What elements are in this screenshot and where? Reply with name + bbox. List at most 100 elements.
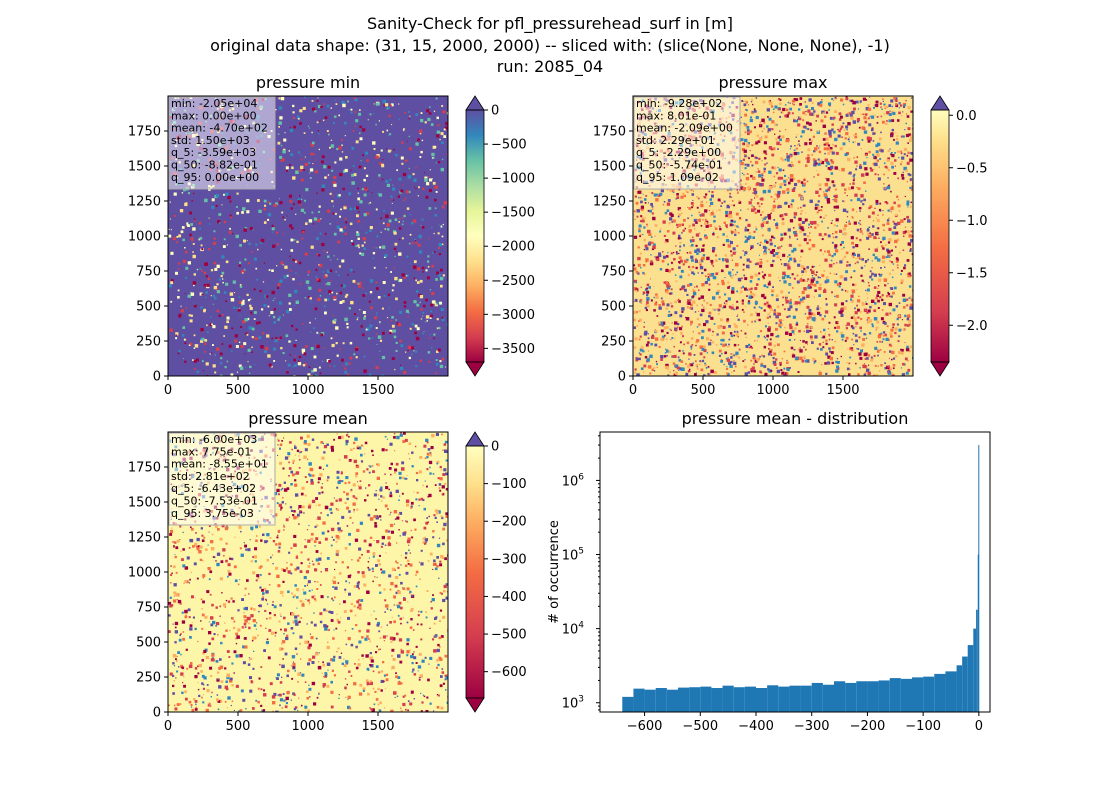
heatmap-cell <box>849 356 852 359</box>
heatmap-cell <box>680 332 683 335</box>
heatmap-cell <box>862 364 866 369</box>
heatmap-cell <box>731 290 735 294</box>
heatmap-cell <box>283 437 285 439</box>
heatmap-cell <box>640 207 644 211</box>
heatmap-cell <box>771 128 774 131</box>
heatmap-cell <box>304 297 307 299</box>
heatmap-cell <box>853 283 857 287</box>
heatmap-cell <box>906 202 910 206</box>
heatmap-cell <box>710 316 714 320</box>
heatmap-cell <box>634 195 637 198</box>
heatmap-cell <box>377 296 381 299</box>
heatmap-cell <box>431 178 433 180</box>
heatmap-cell <box>204 350 206 353</box>
heatmap-cell <box>399 339 402 343</box>
heatmap-cell <box>255 321 259 325</box>
heatmap-cell <box>416 281 420 284</box>
heatmap-cell <box>810 282 814 286</box>
heatmap-cell <box>354 437 358 441</box>
heatmap-cell <box>263 333 265 335</box>
heatmap-cell <box>889 350 892 353</box>
heatmap-cell <box>263 587 267 591</box>
heatmap-cell <box>259 604 262 608</box>
heatmap-cell <box>841 241 844 244</box>
heatmap-cell <box>859 220 861 222</box>
heatmap-cell <box>761 294 765 298</box>
heatmap-cell <box>691 244 694 247</box>
heatmap-cell <box>357 282 360 285</box>
heatmap-cell <box>699 352 703 356</box>
heatmap-cell <box>835 249 839 253</box>
heatmap-cell <box>878 208 882 212</box>
heatmap-cell <box>792 177 796 181</box>
heatmap-cell <box>200 339 204 343</box>
heatmap-cell <box>187 192 190 195</box>
heatmap-cell <box>211 205 215 209</box>
heatmap-cell <box>863 161 867 165</box>
heatmap-cell <box>214 267 218 271</box>
heatmap-cell <box>211 533 214 536</box>
heatmap-cell <box>692 295 695 298</box>
heatmap-cell <box>386 228 390 231</box>
heatmap-cell <box>744 372 748 376</box>
heatmap-cell <box>775 322 778 325</box>
x-tick-label: 1500 <box>826 383 859 398</box>
heatmap-cell <box>408 135 410 138</box>
heatmap-cell <box>904 342 906 344</box>
heatmap-cell <box>882 247 885 250</box>
heatmap-cell <box>784 104 787 106</box>
heatmap-cell <box>863 281 865 283</box>
heatmap-cell <box>881 245 884 248</box>
heatmap-cell <box>907 206 909 208</box>
heatmap-cell <box>422 311 425 314</box>
heatmap-cell <box>249 304 252 307</box>
heatmap-cell <box>348 192 351 196</box>
heatmap-cell <box>323 103 325 106</box>
heatmap-cell <box>350 111 353 114</box>
heatmap-cell <box>392 187 396 191</box>
heatmap-cell <box>874 346 878 350</box>
heatmap-cell <box>779 102 782 106</box>
heatmap-cell <box>731 200 734 202</box>
heatmap-cell <box>909 306 913 310</box>
heatmap-cell <box>415 365 418 368</box>
heatmap-cell <box>728 214 733 219</box>
heatmap-cell <box>831 255 834 258</box>
heatmap-cell <box>767 282 771 286</box>
heatmap-cell <box>807 148 811 152</box>
heatmap-cell <box>761 172 763 175</box>
heatmap-cell <box>443 277 445 279</box>
heatmap-cell <box>756 182 760 186</box>
heatmap-cell <box>856 165 858 167</box>
heatmap-cell <box>731 287 735 291</box>
heatmap-cell <box>718 225 721 227</box>
heatmap-cell <box>385 214 389 218</box>
heatmap-cell <box>829 149 833 153</box>
heatmap-cell <box>203 284 207 287</box>
heatmap-cell <box>900 273 902 276</box>
heatmap-cell <box>647 229 651 234</box>
heatmap-cell <box>808 142 812 145</box>
heatmap-cell <box>320 218 322 220</box>
heatmap-cell <box>690 345 693 348</box>
heatmap-cell <box>778 319 782 323</box>
heatmap-cell <box>850 299 854 303</box>
heatmap-cell <box>214 371 217 374</box>
heatmap-cell <box>892 364 896 367</box>
heatmap-cell <box>834 280 838 284</box>
heatmap-cell <box>312 163 314 165</box>
heatmap-cell <box>793 247 797 252</box>
heatmap-cell <box>708 210 710 211</box>
heatmap-cell <box>648 365 652 369</box>
heatmap-cell <box>893 97 896 100</box>
heatmap-cell <box>263 208 266 211</box>
heatmap-cell <box>834 326 837 329</box>
heatmap-cell <box>388 219 392 223</box>
heatmap-cell <box>429 106 431 108</box>
heatmap-cell <box>793 231 797 235</box>
heatmap-cell <box>807 128 810 131</box>
heatmap-cell <box>869 167 872 170</box>
heatmap-cell <box>268 315 270 317</box>
heatmap-cell <box>366 550 370 553</box>
